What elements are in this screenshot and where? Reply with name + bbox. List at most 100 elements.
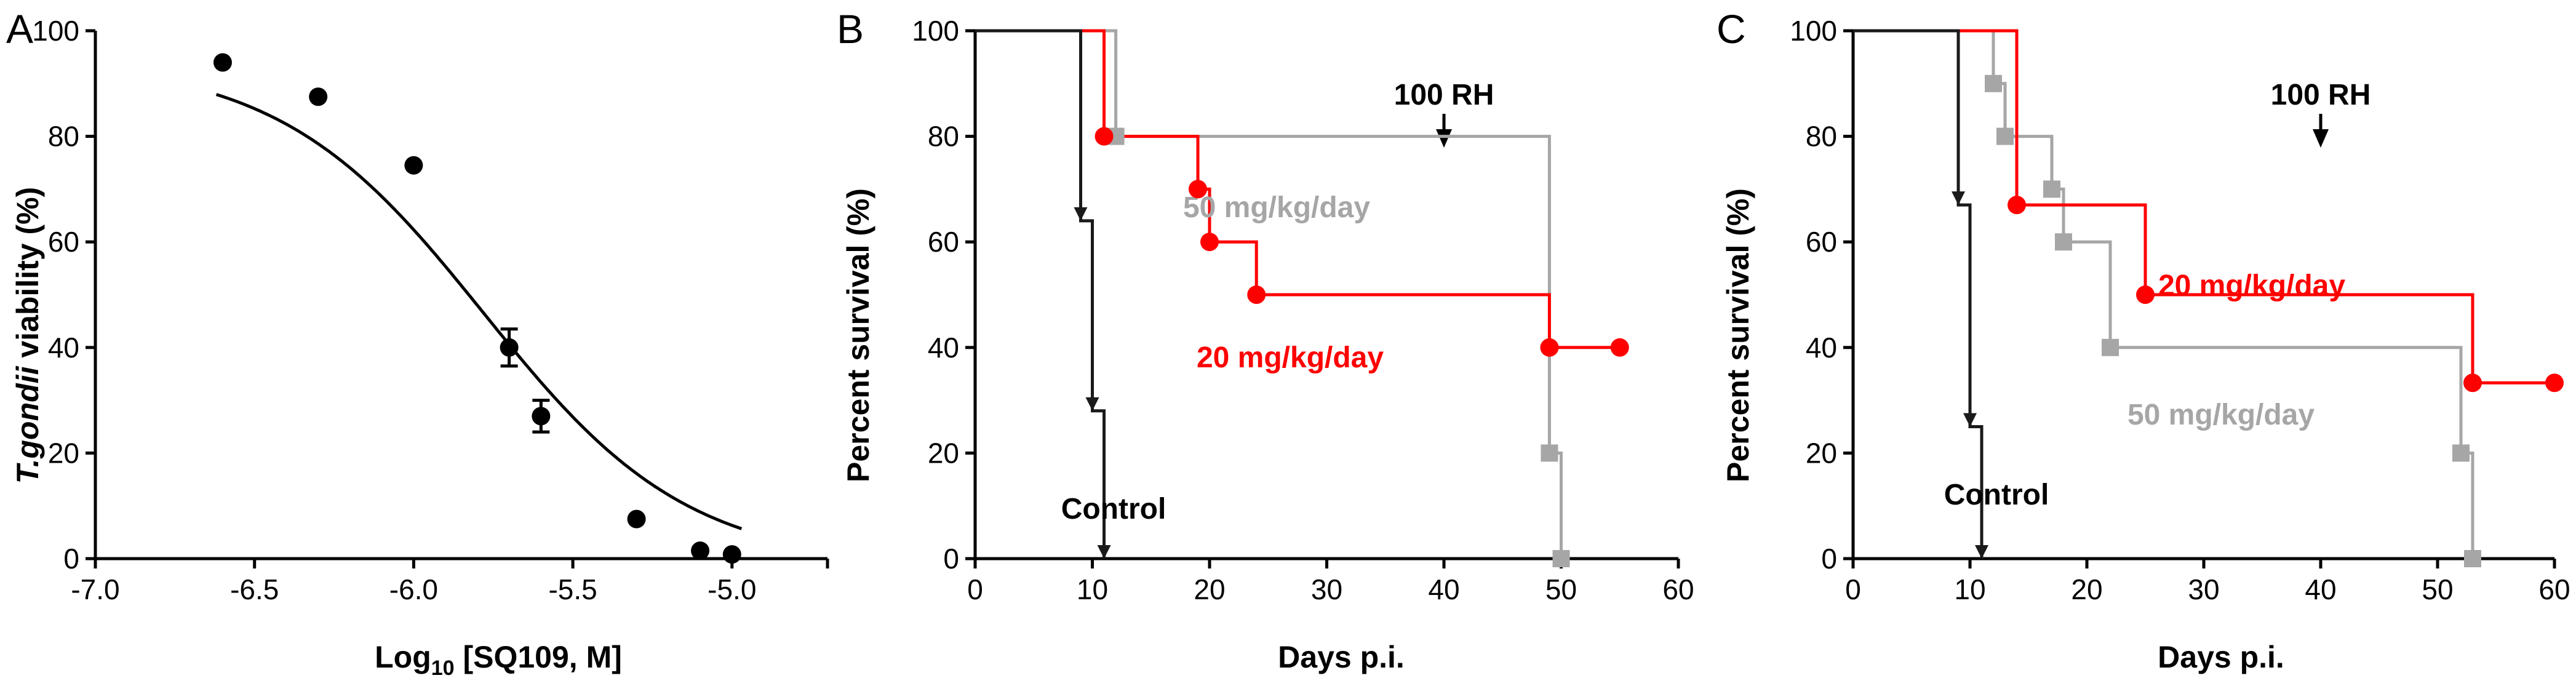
y-tick-label: 20 (1806, 437, 1837, 469)
challenge-arrow-head (2313, 129, 2329, 148)
data-point (532, 407, 551, 426)
x-tick-label: 60 (2538, 573, 2570, 605)
survival-line (1853, 29, 2554, 385)
panel-b: B Percent survival (%) Days p.i. 0 20 40 60… (837, 6, 1694, 674)
y-tick-label: 100 (912, 15, 959, 47)
y-tick-label: 40 (1806, 332, 1837, 364)
series-label: 50 mg/kg/day (2127, 399, 2315, 431)
survival-marker (2136, 285, 2155, 304)
survival-marker (1247, 285, 1266, 304)
survival-marker (1200, 233, 1219, 252)
panel-label-c: C (1717, 6, 1746, 52)
x-tick-label: 50 (2422, 573, 2453, 605)
x-tick-label: 20 (1194, 573, 1225, 605)
series-label: Control (1944, 479, 2049, 511)
survival-marker (2102, 338, 2119, 356)
survival-marker (2545, 373, 2564, 393)
survival-marker (1963, 413, 1977, 427)
y-tick-label: 80 (928, 121, 959, 153)
survival-marker (2055, 233, 2072, 251)
survival-marker (2452, 444, 2470, 462)
x-tick-label: 60 (1662, 573, 1694, 605)
x-tick-label: 30 (1311, 573, 1342, 605)
y-axis-title: Percent survival (%) (841, 188, 875, 482)
survival-marker (1540, 338, 1559, 357)
y-axis-title: Percent survival (%) (1721, 188, 1755, 482)
y-tick-label: 60 (1806, 226, 1837, 258)
data-point (309, 87, 328, 106)
x-tick-label: 30 (2188, 573, 2219, 605)
data-point (691, 541, 710, 560)
x-tick-label: 10 (1077, 573, 1108, 605)
data-point (404, 156, 423, 175)
y-tick-label: 20 (928, 437, 959, 469)
y-axis-title: T.gondii viability (%) (10, 187, 45, 484)
survival-marker (1095, 127, 1114, 146)
x-tick-label: 50 (1545, 573, 1577, 605)
series-label: 20 mg/kg/day (2158, 269, 2345, 302)
x-tick-label: 10 (1954, 573, 1985, 605)
survival-marker (1552, 550, 1570, 567)
y-tick-label: 80 (48, 121, 79, 153)
x-axis-title: Days p.i. (2158, 640, 2284, 674)
y-tick-label: 20 (48, 437, 79, 469)
survival-marker (1985, 74, 2002, 92)
survival-marker (1975, 545, 1988, 559)
challenge-label: 100 RH (1394, 79, 1494, 111)
y-tick-label: 100 (32, 15, 79, 47)
survival-line (1853, 29, 1984, 559)
survival-marker (2464, 550, 2481, 567)
challenge-arrow-head (1436, 129, 1452, 148)
data-point (722, 545, 741, 564)
x-axis-title-rest: [SQ109, M] (455, 640, 622, 674)
x-tick-label: -5.5 (548, 573, 597, 605)
challenge-label: 100 RH (2271, 79, 2371, 111)
survival-marker (1952, 191, 1965, 205)
survival-line (975, 29, 1620, 349)
series-label: 50 mg/kg/day (1183, 191, 1370, 224)
x-tick-label: -6.0 (389, 573, 438, 605)
x-axis-title-main: Log (375, 640, 431, 674)
x-tick-label: -5.0 (708, 573, 756, 605)
survival-marker (2008, 196, 2026, 215)
x-axis-title: Days p.i. (1278, 640, 1405, 674)
y-tick-label: 0 (63, 543, 79, 575)
y-tick-label: 60 (928, 226, 959, 258)
survival-marker (1610, 338, 1629, 357)
survival-line (975, 29, 1106, 559)
x-tick-label: -6.5 (230, 573, 279, 605)
survival-marker (2463, 373, 2482, 393)
series-label: Control (1061, 493, 1166, 525)
fit-curve (215, 93, 743, 530)
y-tick-label: 60 (48, 226, 79, 258)
x-tick-label: -7.0 (71, 573, 119, 605)
x-axis-title-sub: 10 (431, 656, 455, 680)
y-tick-label: 0 (1821, 543, 1837, 575)
y-tick-label: 0 (943, 543, 959, 575)
survival-marker (2043, 180, 2060, 198)
x-tick-label: 20 (2071, 573, 2102, 605)
svg-text:T.gondii viability (%): T.gondii viability (%) (10, 187, 45, 484)
data-point (500, 338, 519, 357)
x-tick-label: 40 (2305, 573, 2336, 605)
y-axis-title-rest: viability (%) (10, 187, 45, 367)
x-tick-label: 0 (967, 573, 983, 605)
survival-line (975, 29, 1563, 559)
data-point (213, 53, 232, 72)
panel-label-a: A (6, 6, 33, 52)
panel-label-b: B (837, 6, 864, 52)
y-tick-label: 40 (928, 332, 959, 364)
x-axis-title: Log10 [SQ109, M] (375, 640, 622, 680)
survival-marker (1541, 444, 1558, 462)
series-label: 20 mg/kg/day (1197, 341, 1384, 374)
survival-marker (1074, 207, 1088, 221)
x-tick-label: 0 (1845, 573, 1861, 605)
panel-c: C Percent survival (%) Days p.i. 0 20 40 60… (1717, 6, 2570, 674)
data-point (627, 509, 646, 528)
panel-a: A T.gondii viability (%) Log10 [SQ109, M… (6, 6, 829, 680)
y-tick-label: 80 (1806, 121, 1837, 153)
survival-marker (1085, 397, 1099, 411)
y-tick-label: 100 (1790, 15, 1837, 47)
survival-marker (1097, 545, 1111, 559)
